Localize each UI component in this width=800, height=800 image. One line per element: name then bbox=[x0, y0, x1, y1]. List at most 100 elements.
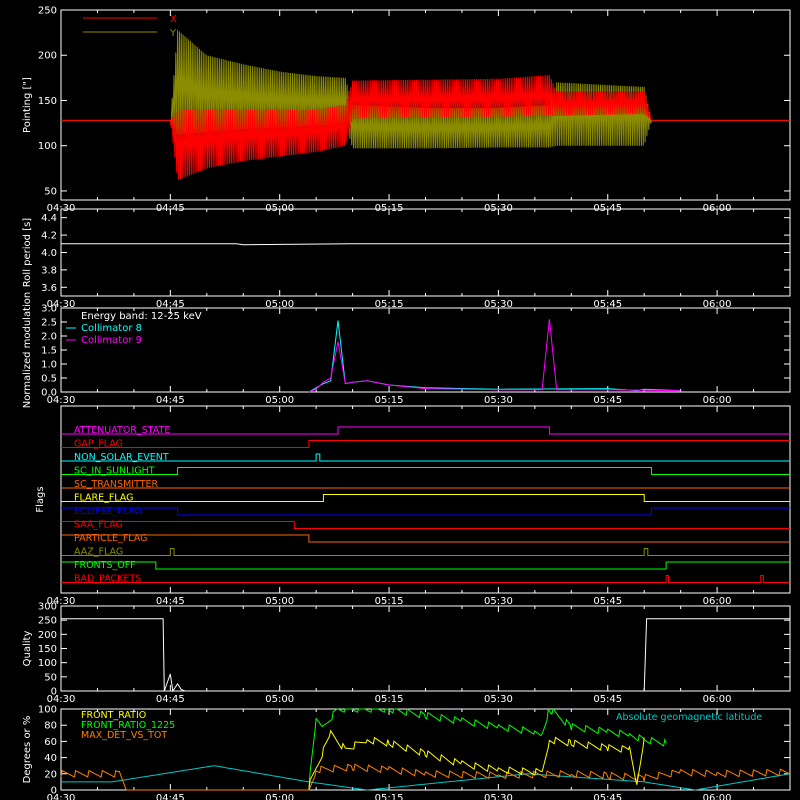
y-axis-label: Quality bbox=[22, 631, 33, 667]
x-tick-label: 05:00 bbox=[265, 694, 294, 705]
x-tick-label: 05:15 bbox=[375, 596, 404, 607]
flag-line bbox=[61, 575, 790, 583]
y-tick-label: 80 bbox=[44, 721, 57, 732]
flag-label: GAP_FLAG bbox=[74, 439, 123, 450]
flag-line bbox=[61, 453, 790, 462]
series-line bbox=[60, 763, 791, 791]
x-tick-label: 04:30 bbox=[47, 694, 76, 705]
x-tick-label: 04:30 bbox=[47, 596, 76, 607]
x-tick-label: 05:15 bbox=[375, 299, 404, 310]
flag-line bbox=[61, 548, 790, 556]
y-tick-label: 2.0 bbox=[41, 332, 57, 343]
y-tick-label: 200 bbox=[38, 51, 57, 62]
y-axis-label: Degrees or % bbox=[22, 716, 33, 784]
legend-label: Collimator 9 bbox=[81, 335, 142, 346]
y-tick-label: 50 bbox=[44, 672, 57, 683]
flag-line bbox=[61, 440, 790, 448]
y-tick-label: 0.0 bbox=[41, 388, 57, 399]
x-tick-label: 05:15 bbox=[375, 694, 404, 705]
x-tick-label: 05:15 bbox=[375, 395, 404, 406]
legend-label: Y bbox=[169, 28, 177, 39]
x-tick-label: 05:45 bbox=[593, 694, 622, 705]
y-tick-label: 150 bbox=[38, 96, 57, 107]
x-tick-label: 04:30 bbox=[47, 395, 76, 406]
y-tick-label: 3.8 bbox=[41, 265, 57, 276]
flags-panel: 04:30 04:45 05:00 05:15 05:30 05:45 06:00 Flags… bbox=[35, 405, 791, 607]
y-tick-label: 40 bbox=[44, 753, 57, 764]
y-tick-label: 0 bbox=[51, 786, 57, 797]
flag-label: PARTICLE_FLAG bbox=[74, 533, 147, 544]
flag-label: BAD_PACKETS bbox=[74, 574, 141, 585]
quality-line bbox=[61, 618, 790, 693]
x-tick-label: 05:30 bbox=[484, 793, 513, 800]
legend-label: MAX_DET_VS_TOT bbox=[81, 730, 167, 741]
y-tick-label: 2.5 bbox=[41, 318, 57, 329]
modulation-panel: 04:30 04:45 05:00 05:15 05:30 05:45 06:00 0.0 0.… bbox=[22, 292, 791, 409]
y-tick-label: 300 bbox=[38, 602, 57, 613]
y-tick-label: 1.5 bbox=[41, 346, 57, 357]
series-line bbox=[308, 707, 667, 790]
x-tick-label: 05:15 bbox=[375, 793, 404, 800]
roll-period-panel: 04:30 04:45 05:00 05:15 05:30 05:45 06:00 3.6 3.… bbox=[22, 208, 791, 310]
flag-label: SAA_FLAG bbox=[74, 520, 123, 531]
x-tick-label: 05:30 bbox=[484, 395, 513, 406]
flag-label: FRONTS_OFF bbox=[74, 560, 136, 571]
y-axis-label: Roll period [s] bbox=[22, 218, 33, 287]
series-line bbox=[308, 729, 645, 790]
roll-frame bbox=[60, 208, 791, 297]
flag-label: ATTENUATOR_STATE bbox=[74, 425, 170, 436]
y-axis-label: Pointing ["] bbox=[22, 77, 33, 133]
x-tick-label: 06:00 bbox=[703, 694, 732, 705]
x-tick-label: 06:00 bbox=[703, 793, 732, 800]
annotation-label: Absolute geomagnetic latitude bbox=[616, 712, 762, 723]
x-tick-label: 05:45 bbox=[593, 395, 622, 406]
y-tick-label: 4.4 bbox=[41, 213, 57, 224]
y-tick-label: 0 bbox=[51, 687, 57, 698]
x-tick-label: 05:30 bbox=[484, 596, 513, 607]
flag-line bbox=[61, 534, 790, 543]
x-tick-label: 05:00 bbox=[265, 299, 294, 310]
flag-label: ECLIPSE_FLAG bbox=[74, 506, 142, 517]
y-tick-label: 60 bbox=[44, 737, 57, 748]
x-tick-label: 04:45 bbox=[156, 395, 185, 406]
flag-label: NON_SOLAR_EVENT bbox=[74, 452, 169, 463]
legend-label: FRONT_RATIO bbox=[81, 710, 146, 721]
y-tick-label: 4.0 bbox=[41, 248, 57, 259]
y-tick-label: 150 bbox=[38, 644, 57, 655]
flag-line bbox=[61, 521, 790, 529]
x-tick-label: 05:45 bbox=[593, 299, 622, 310]
x-tick-label: 05:00 bbox=[265, 395, 294, 406]
y-tick-label: 250 bbox=[38, 616, 57, 627]
legend-title: Energy band: 12-25 keV bbox=[81, 311, 202, 322]
roll-period-line bbox=[61, 243, 790, 246]
y-tick-label: 4.2 bbox=[41, 231, 57, 242]
flag-label: FLARE_FLAG bbox=[74, 493, 134, 504]
x-tick-label: 06:00 bbox=[703, 395, 732, 406]
y-tick-label: 50 bbox=[44, 186, 57, 197]
flag-line bbox=[61, 507, 790, 516]
y-tick-label: 3.0 bbox=[41, 304, 57, 315]
x-tick-label: 05:00 bbox=[265, 596, 294, 607]
y-axis-label: Flags bbox=[35, 486, 46, 512]
y-axis-label: Normalized modulation bbox=[22, 292, 33, 409]
flag-label: AAZ_FLAG bbox=[74, 547, 123, 558]
series-line bbox=[61, 765, 791, 791]
y-tick-label: 3.6 bbox=[41, 283, 57, 294]
x-tick-label: 05:00 bbox=[265, 793, 294, 800]
legend-label: FRONT_RATIO_1225 bbox=[81, 720, 175, 731]
pointing-panel: 04:30 04:45 05:00 05:15 05:30 05:45 06:0050100… bbox=[22, 6, 791, 214]
y-tick-label: 250 bbox=[38, 6, 57, 17]
y-tick-label: 200 bbox=[38, 630, 57, 641]
x-tick-label: 04:45 bbox=[156, 793, 185, 800]
y-tick-label: 20 bbox=[44, 769, 57, 780]
flag-line bbox=[61, 467, 790, 475]
x-tick-label: 05:45 bbox=[593, 596, 622, 607]
x-tick-label: 05:30 bbox=[484, 299, 513, 310]
y-tick-label: 100 bbox=[38, 658, 57, 669]
ratios-panel: 04:30 04:45 05:00 05:15 05:30 05:45 06:00 0 20 40… bbox=[22, 705, 791, 800]
y-tick-label: 100 bbox=[38, 705, 57, 716]
x-tick-label: 04:45 bbox=[156, 596, 185, 607]
legend-label: X bbox=[170, 14, 177, 25]
flag-label: SC_IN_SUNLIGHT bbox=[74, 466, 155, 477]
x-tick-label: 04:45 bbox=[156, 694, 185, 705]
